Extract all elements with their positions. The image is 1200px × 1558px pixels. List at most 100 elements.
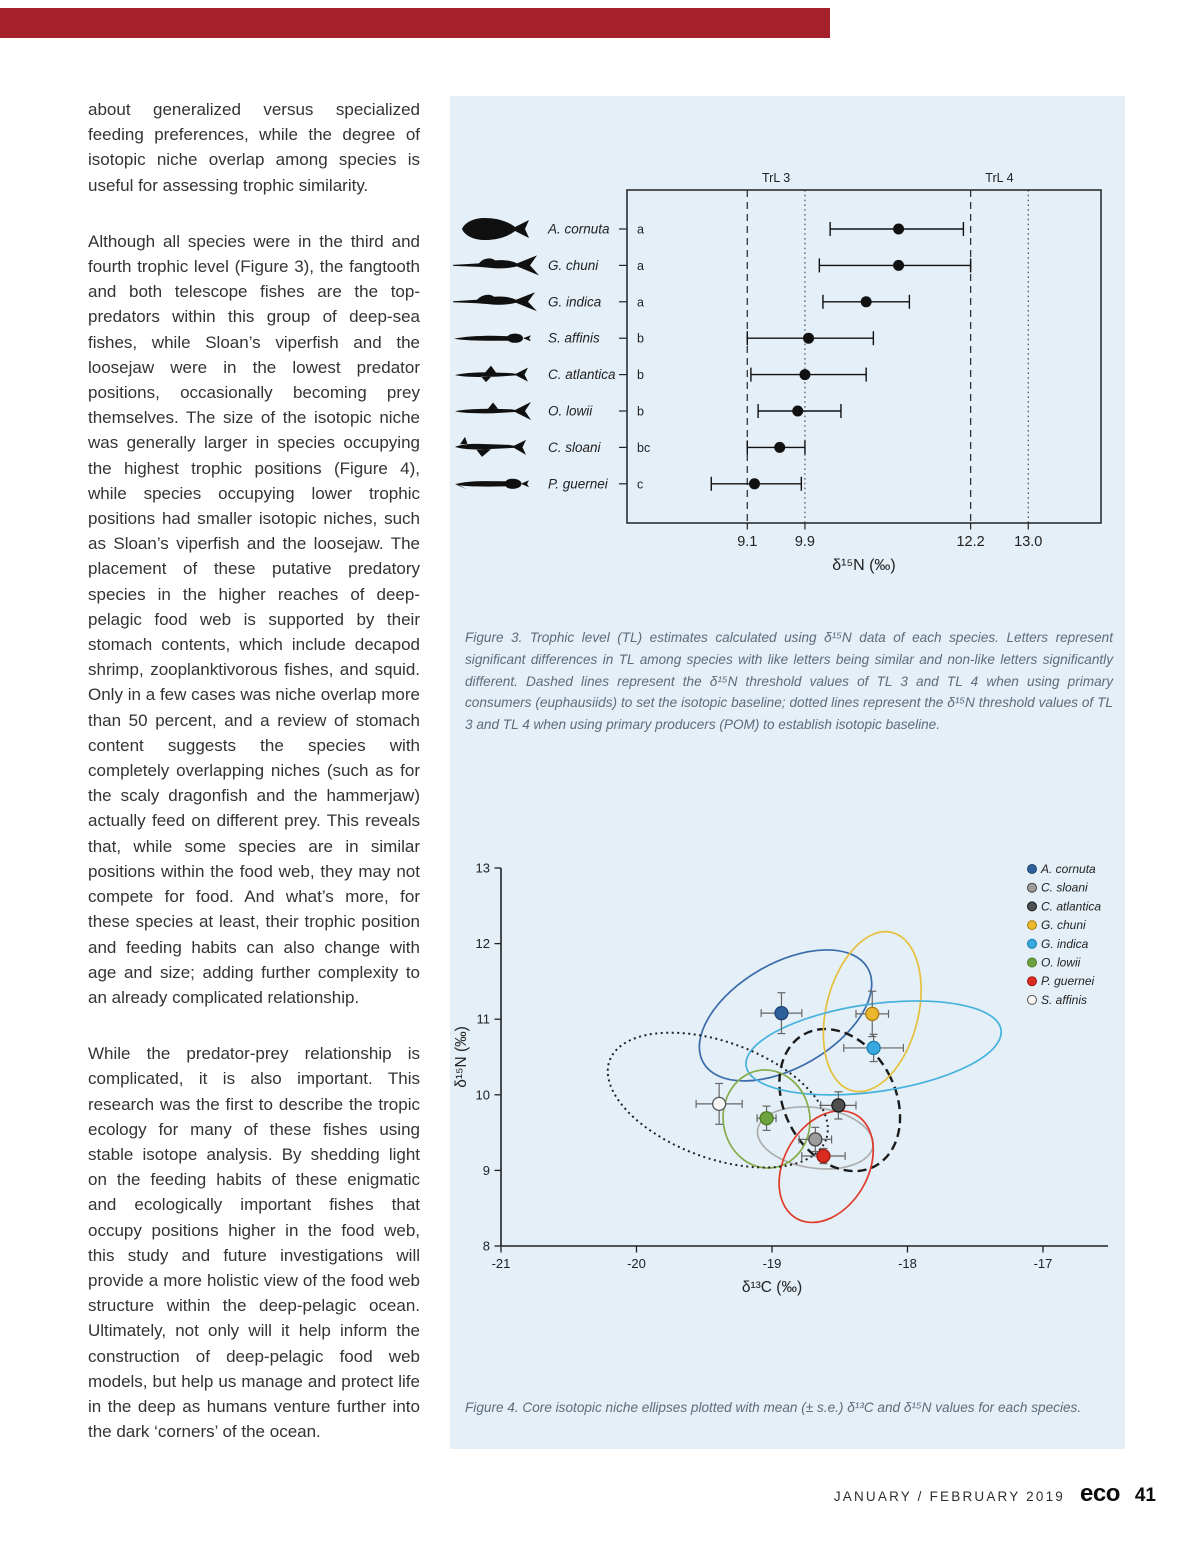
x-tick-label: -18	[898, 1256, 917, 1271]
significance-letter: bc	[637, 441, 650, 455]
y-tick-label: 8	[483, 1239, 490, 1254]
legend-marker	[1027, 994, 1037, 1005]
y-tick-label: 11	[477, 1012, 491, 1027]
x-tick-label: 13.0	[1014, 534, 1042, 550]
legend-label: O. lowii	[1041, 956, 1081, 970]
data-point	[816, 1148, 831, 1164]
legend-label: S. affinis	[1041, 993, 1087, 1007]
significance-letter: b	[637, 368, 644, 382]
fish-silhouette	[462, 218, 529, 240]
y-tick-label: 13	[476, 861, 490, 876]
niche-ellipse	[822, 930, 922, 1093]
y-tick-label: 12	[476, 936, 490, 951]
figure4-chart: 8 9 10 11 12 13 -21 -20 -19 -18 -17 δ¹⁵N (‰) δ¹³C (‰…	[453, 861, 1108, 1296]
niche-ellipse	[778, 1027, 902, 1173]
mean-point	[893, 259, 905, 271]
species-label: A. cornuta	[547, 222, 610, 237]
data-point	[774, 1006, 789, 1021]
article-paragraph: about generalized versus specialized fee…	[88, 100, 420, 195]
mean-point	[792, 405, 804, 417]
legend-item: S. affinis	[1027, 993, 1087, 1007]
legend-item: C. sloani	[1027, 881, 1088, 895]
fish-silhouette	[455, 478, 529, 490]
magazine-logo: eco	[1080, 1480, 1120, 1507]
data-point	[866, 1040, 881, 1056]
mean-point	[803, 332, 815, 344]
legend-marker	[1027, 920, 1037, 931]
legend-label: A. cornuta	[1040, 862, 1096, 876]
niche-ellipse	[698, 949, 873, 1082]
y-tick-label: 10	[476, 1087, 490, 1102]
significance-letter: a	[637, 259, 644, 273]
significance-letter: b	[637, 332, 644, 346]
data-point	[865, 1006, 880, 1022]
significance-letter: a	[637, 223, 644, 237]
legend-item: G. chuni	[1027, 918, 1086, 932]
legend-item: C. atlantica	[1027, 899, 1101, 913]
species-label: G. chuni	[548, 258, 599, 273]
species-label: O. lowii	[548, 404, 593, 419]
species-label: C. sloani	[548, 440, 602, 455]
figure3-chart: TrL 3 TrL 4 A. cornuta a G. chuni a G. indica a…	[453, 171, 1102, 574]
footer-issue-date: JANUARY / FEBRUARY 2019	[833, 1489, 1065, 1504]
figure-panel: TrL 3 TrL 4 A. cornuta a G. chuni a G. indica a…	[450, 96, 1125, 1449]
legend-label: C. sloani	[1041, 881, 1088, 895]
article-paragraph: Although all species were in the third a…	[88, 231, 420, 1007]
significance-letter: b	[637, 405, 644, 419]
article-paragraph: While the predator-prey relationship is …	[88, 1044, 420, 1442]
data-point	[831, 1098, 846, 1113]
x-tick-label: -19	[763, 1256, 782, 1271]
species-label: S. affinis	[548, 331, 600, 346]
x-tick-label: 9.1	[737, 534, 757, 550]
x-tick-label: -20	[627, 1256, 646, 1271]
x-tick-label: 9.9	[795, 534, 815, 550]
legend-item: P. guernei	[1027, 974, 1094, 988]
mean-point	[774, 441, 786, 453]
legend-marker	[1027, 864, 1037, 874]
fig3-plot-box	[626, 189, 1102, 524]
niche-ellipse	[778, 1109, 875, 1224]
legend-marker	[1027, 938, 1037, 949]
x-tick-label: -17	[1034, 1256, 1053, 1271]
trophic-level-label: TrL 4	[985, 171, 1013, 185]
y-tick-label: 9	[483, 1163, 490, 1178]
figure3-caption: Figure 3. Trophic level (TL) estimates c…	[465, 630, 1113, 733]
mean-point	[860, 296, 872, 308]
significance-letter: a	[637, 295, 644, 309]
significance-letter: c	[637, 477, 643, 491]
fish-silhouette	[455, 365, 528, 383]
mean-point	[893, 223, 905, 235]
legend-marker	[1027, 901, 1037, 912]
figures-chart-canvas: TrL 3 TrL 4 A. cornuta a G. chuni a G. indica a…	[453, 171, 1108, 1296]
legend-marker	[1027, 882, 1037, 893]
page-footer: JANUARY / FEBRUARY 2019 eco 41	[834, 1480, 1156, 1508]
mean-point	[799, 369, 811, 381]
species-label: C. atlantica	[548, 367, 616, 382]
mean-point	[749, 478, 761, 490]
legend-item: O. lowii	[1027, 956, 1081, 970]
footer-page-number: 41	[1134, 1485, 1156, 1506]
fish-silhouette	[455, 402, 531, 420]
niche-ellipse	[722, 1069, 811, 1169]
data-point	[759, 1111, 774, 1126]
species-label: G. indica	[548, 294, 602, 309]
x-tick-label: 12.2	[956, 534, 984, 550]
fish-silhouette	[453, 292, 537, 312]
article-text-column: about generalized versus specialized fee…	[88, 97, 420, 1475]
legend-item: A. cornuta	[1027, 862, 1096, 876]
fish-silhouette	[455, 436, 526, 457]
figure4-caption: Figure 4. Core isotopic niche ellipses p…	[465, 1400, 1082, 1415]
fish-silhouette	[453, 255, 539, 276]
fig3-x-axis-title: δ¹⁵N (‰)	[832, 557, 896, 574]
species-label: P. guernei	[548, 476, 609, 491]
data-point	[808, 1132, 823, 1147]
legend-label: G. indica	[1041, 937, 1089, 951]
data-point	[711, 1096, 727, 1112]
fig4-y-axis-title: δ¹⁵N (‰)	[453, 1026, 470, 1088]
legend-label: G. chuni	[1041, 918, 1086, 932]
x-tick-label: -21	[492, 1256, 511, 1271]
legend-marker	[1027, 976, 1037, 987]
niche-ellipse	[745, 1000, 1003, 1096]
legend-label: C. atlantica	[1041, 899, 1101, 913]
